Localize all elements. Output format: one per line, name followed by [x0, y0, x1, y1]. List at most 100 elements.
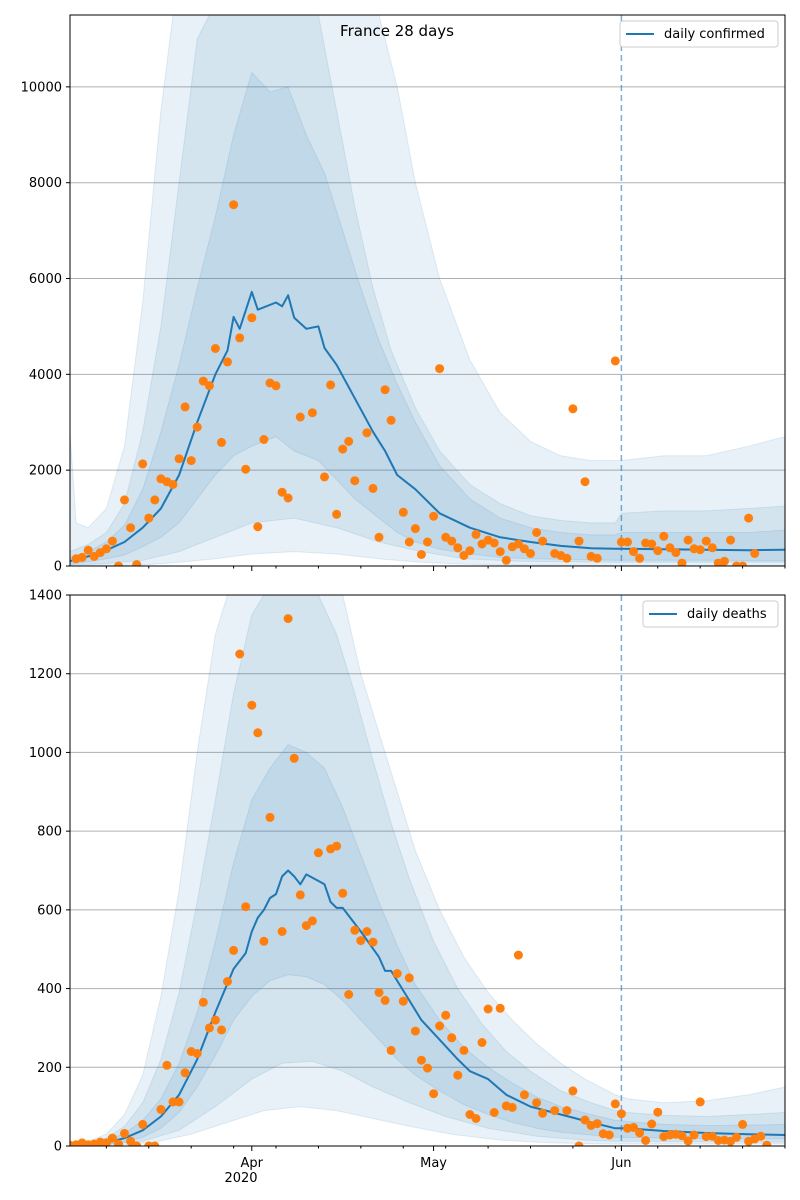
deaths-observed-point	[259, 936, 269, 946]
confirmed-observed-point	[683, 535, 693, 545]
deaths-observed-point	[423, 1063, 432, 1073]
deaths-observed-point	[162, 1060, 172, 1070]
confirmed-observed-point	[174, 454, 184, 464]
deaths-observed-point	[610, 1099, 620, 1109]
deaths-observed-point	[507, 1102, 517, 1112]
confirmed-observed-point	[574, 536, 584, 546]
confirmed-model-line	[70, 290, 785, 563]
deaths-observed-point	[635, 1128, 645, 1138]
deaths-legend: daily deaths	[642, 600, 779, 628]
confirmed-observed-point	[101, 544, 111, 554]
deaths-y-tick-label: 0	[54, 1140, 62, 1155]
deaths-observed-point	[550, 1106, 560, 1116]
deaths-observed-point	[441, 1010, 451, 1020]
confirmed-observed-point	[659, 531, 669, 541]
confirmed-observed-point	[295, 412, 305, 422]
deaths-observed-point	[368, 937, 378, 947]
deaths-observed-point	[683, 1136, 693, 1146]
confirmed-observed-point	[259, 435, 269, 444]
confirmed-observed-point	[404, 537, 414, 547]
confirmed-legend: daily confirmed	[619, 20, 779, 48]
confirmed-interval-band-3	[70, 71, 785, 565]
deaths-observed-point	[374, 988, 384, 997]
confirmed-observed-point	[465, 546, 475, 556]
deaths-observed-point	[217, 1025, 226, 1035]
deaths-observed-point	[453, 1070, 463, 1080]
chart-title: France 28 days	[340, 22, 454, 40]
deaths-observed-point	[277, 927, 287, 936]
deaths-observed-point	[295, 890, 305, 900]
deaths-observed-point	[210, 1015, 220, 1025]
deaths-y-tick-label: 400	[37, 982, 62, 997]
deaths-observed-point	[223, 977, 232, 986]
deaths-observed-point	[689, 1130, 699, 1140]
confirmed-observed-point	[562, 553, 572, 563]
confirmed-observed-point	[416, 550, 426, 559]
confirmed-observed-point	[168, 480, 178, 489]
confirmed-observed-point	[344, 436, 354, 446]
confirmed-observed-point	[744, 513, 754, 523]
confirmed-observed-point	[489, 538, 499, 548]
deaths-observed-point	[738, 1119, 748, 1129]
deaths-observed-point	[241, 902, 251, 912]
deaths-y-tick-label: 1000	[29, 746, 62, 761]
deaths-x-tick-label: Jun	[610, 1156, 631, 1171]
deaths-observed-point	[138, 1119, 148, 1129]
confirmed-observed-point	[538, 536, 548, 546]
deaths-observed-point	[416, 1055, 426, 1065]
deaths-observed-point	[338, 888, 348, 898]
confirmed-observed-point	[338, 444, 348, 454]
deaths-observed-point	[483, 1004, 493, 1014]
confirmed-observed-point	[653, 546, 663, 556]
deaths-observed-point	[756, 1131, 766, 1141]
confirmed-observed-point	[114, 561, 123, 566]
deaths-observed-point	[695, 1097, 705, 1107]
deaths-x-tick-label: May	[420, 1156, 447, 1171]
confirmed-observed-point	[513, 539, 523, 549]
deaths-observed-point	[616, 1109, 626, 1119]
confirmed-observed-point	[738, 561, 748, 566]
confirmed-panel: 0 2000 4000 6000 8000 10000 France 28 days da…	[21, 14, 786, 575]
confirmed-observed-point	[326, 380, 336, 390]
deaths-observed-point	[519, 1090, 529, 1100]
confirmed-observed-point	[459, 551, 469, 560]
deaths-observed-point	[132, 1141, 142, 1146]
legend-label-deaths: daily deaths	[687, 607, 767, 622]
deaths-axes-frame	[69, 594, 786, 1147]
confirmed-observed-point	[532, 528, 542, 537]
deaths-observed-point	[313, 848, 323, 858]
deaths-interval-band-2	[70, 595, 785, 1146]
confirmed-observed-point	[635, 553, 645, 563]
deaths-observed-point	[156, 1104, 166, 1114]
confirmed-observed-point	[77, 552, 87, 562]
confirmed-observed-point	[107, 536, 117, 546]
confirmed-observed-point	[83, 545, 93, 555]
deaths-observed-point	[410, 1026, 420, 1036]
confirmed-observed-point	[241, 464, 251, 474]
deaths-observed-point	[380, 995, 390, 1005]
confirmed-observed-point	[210, 344, 220, 353]
deaths-interval-band-3	[70, 743, 785, 1146]
confirmed-observed-point	[695, 545, 705, 555]
confirmed-observed-point	[435, 364, 445, 374]
deaths-observed-point	[471, 1114, 481, 1123]
deaths-observed-point	[247, 700, 257, 710]
confirmed-observed-point	[150, 495, 160, 505]
confirmed-observed-point	[629, 547, 638, 557]
confirmed-observed-point	[519, 544, 529, 554]
deaths-ticks: 0 200 400 600 800 1000 1200 1400 Apr May Jun	[29, 589, 786, 1171]
confirmed-observed-point	[120, 495, 129, 505]
confirmed-y-tick-label: 0	[54, 560, 62, 575]
legend-box	[642, 600, 779, 628]
deaths-observed-point	[580, 1115, 590, 1125]
deaths-observed-point	[356, 936, 366, 946]
confirmed-observed-point	[623, 537, 632, 547]
confirmed-observed-point	[180, 402, 190, 412]
deaths-observed-point	[653, 1107, 663, 1117]
deaths-y-tick-label: 200	[37, 1061, 62, 1076]
deaths-observed-point	[562, 1106, 572, 1116]
confirmed-observed-point	[247, 313, 257, 323]
confirmed-observed-point	[192, 422, 202, 432]
deaths-y-tick-label: 600	[37, 903, 62, 918]
